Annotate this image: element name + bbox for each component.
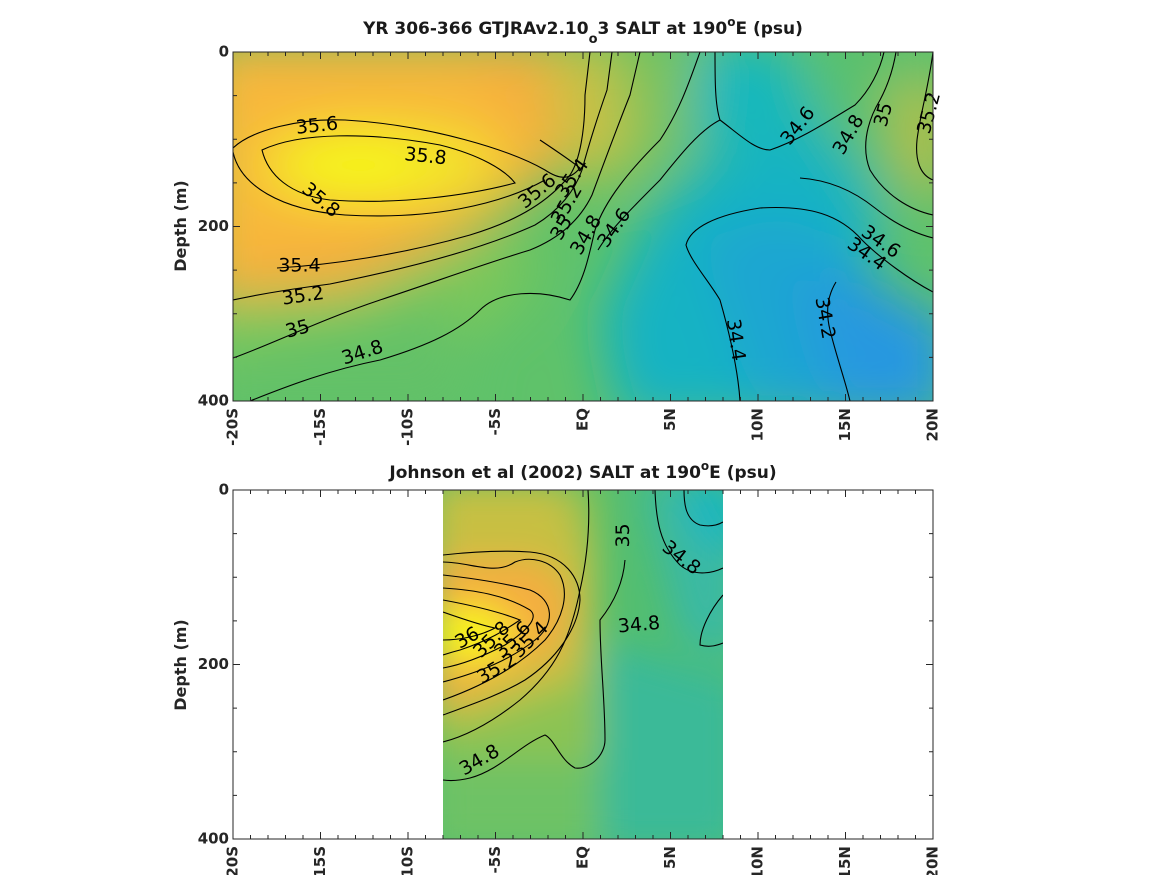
top-contour-34.4: [685, 206, 933, 401]
bottom-panel-title: Johnson et al (2002) SALT at 190oE (psu): [388, 459, 776, 483]
bottom-title-part-2: E (psu): [709, 463, 776, 483]
top-y-axis-label: Depth (m): [171, 180, 190, 272]
top-contour-34.6-east: [799, 177, 933, 239]
y-tick-label: 200: [198, 217, 229, 235]
x-tick-label: -10S: [399, 408, 417, 446]
x-tick-label: 15N: [836, 408, 854, 441]
y-tick-label: 200: [198, 655, 229, 673]
x-tick-label: -15S: [311, 408, 329, 446]
contour-label: 34.8: [617, 612, 661, 638]
top-title-sub-o: o: [589, 32, 598, 47]
x-tick-label: EQ: [574, 408, 592, 431]
top-panel-title: YR 306-366 GTJRAv2.10o3 SALT at 190oE (p…: [362, 15, 803, 47]
bottom-contour-35.4: [443, 574, 550, 683]
x-tick-label: -10S: [399, 846, 417, 875]
contour-label: 35.4: [278, 254, 320, 276]
y-tick-label: 400: [198, 392, 229, 410]
top-title-part-1: YR 306-366 GTJRAv2.10: [362, 19, 589, 39]
bottom-y-axis-label: Depth (m): [171, 619, 190, 711]
top-title-part-2: 3 SALT at 190: [598, 19, 728, 39]
top-contour-35-east: [865, 52, 933, 216]
y-tick-label: 0: [219, 481, 229, 499]
y-tick-label: 0: [219, 43, 229, 61]
top-contour-35.6-lower: [233, 151, 546, 217]
top-contour-35: [233, 52, 641, 359]
bottom-title-part-1: Johnson et al (2002) SALT at 190: [388, 463, 701, 483]
contour-label: 35.6: [295, 113, 339, 139]
top-salinity-field: [233, 52, 933, 401]
x-tick-label: 5N: [661, 408, 679, 431]
x-tick-label: 5N: [661, 846, 679, 869]
x-tick-label: -5S: [486, 846, 504, 873]
top-panel: YR 306-366 GTJRAv2.10o3 SALT at 190oE (p…: [171, 15, 945, 446]
bottom-contour-35-north: [443, 559, 626, 782]
x-tick-label: 10N: [749, 846, 767, 875]
x-tick-label: -5S: [486, 408, 504, 435]
top-contour-lines: [233, 52, 933, 401]
bottom-x-ticks: -20S -15S -10S -5S EQ 5N 10N 15N 20N: [224, 490, 942, 875]
bottom-contour-35.8: [443, 599, 522, 656]
x-tick-label: 15N: [836, 846, 854, 875]
y-tick-label: 400: [198, 830, 229, 848]
contour-label: 35.8: [403, 143, 447, 169]
bottom-y-ticks: 0 200 400: [198, 481, 933, 848]
top-y-ticks: 0 200 400: [198, 43, 933, 410]
top-contour-35.8: [261, 135, 516, 202]
top-contour-35.2: [233, 52, 613, 301]
x-tick-label: -20S: [224, 846, 242, 875]
bottom-contour-35: [443, 490, 590, 743]
x-tick-label: 20N: [924, 408, 942, 441]
bottom-contour-35.2: [443, 550, 581, 716]
bottom-contour-35.6-upper: [443, 558, 565, 701]
bottom-contour-36: [443, 611, 497, 641]
bottom-contour-35.6: [443, 587, 534, 669]
bottom-contour-34.8-north: [654, 490, 723, 574]
contour-label: 35: [612, 523, 634, 547]
x-tick-label: -15S: [311, 846, 329, 875]
x-tick-label: 10N: [749, 408, 767, 441]
top-contour-34.6-center: [597, 52, 885, 251]
bottom-contour-34.8-lobe: [699, 594, 723, 647]
top-title-sup-o: o: [727, 15, 735, 29]
x-tick-label: -20S: [224, 408, 242, 446]
bottom-panel: Johnson et al (2002) SALT at 190oE (psu): [171, 459, 942, 875]
top-contour-35.2-east: [916, 52, 933, 181]
bottom-title-sup-o: o: [701, 459, 709, 473]
top-contour-34.2: [827, 281, 851, 401]
bottom-contour-34.8-east: [683, 490, 723, 527]
x-tick-label: 20N: [924, 846, 942, 875]
top-contour-34.8: [249, 52, 701, 401]
bottom-contour-lines: [443, 490, 723, 782]
bottom-salinity-field: [443, 490, 723, 839]
top-contour-35.4: [276, 52, 591, 269]
top-title-part-3: E (psu): [735, 19, 802, 39]
top-x-ticks: -20S -15S -10S -5S EQ 5N 10N 15N 20N: [224, 52, 942, 446]
top-contour-34.6-north-branch: [714, 52, 721, 121]
top-contour-35.6-west: [233, 119, 581, 178]
x-tick-label: EQ: [574, 846, 592, 869]
